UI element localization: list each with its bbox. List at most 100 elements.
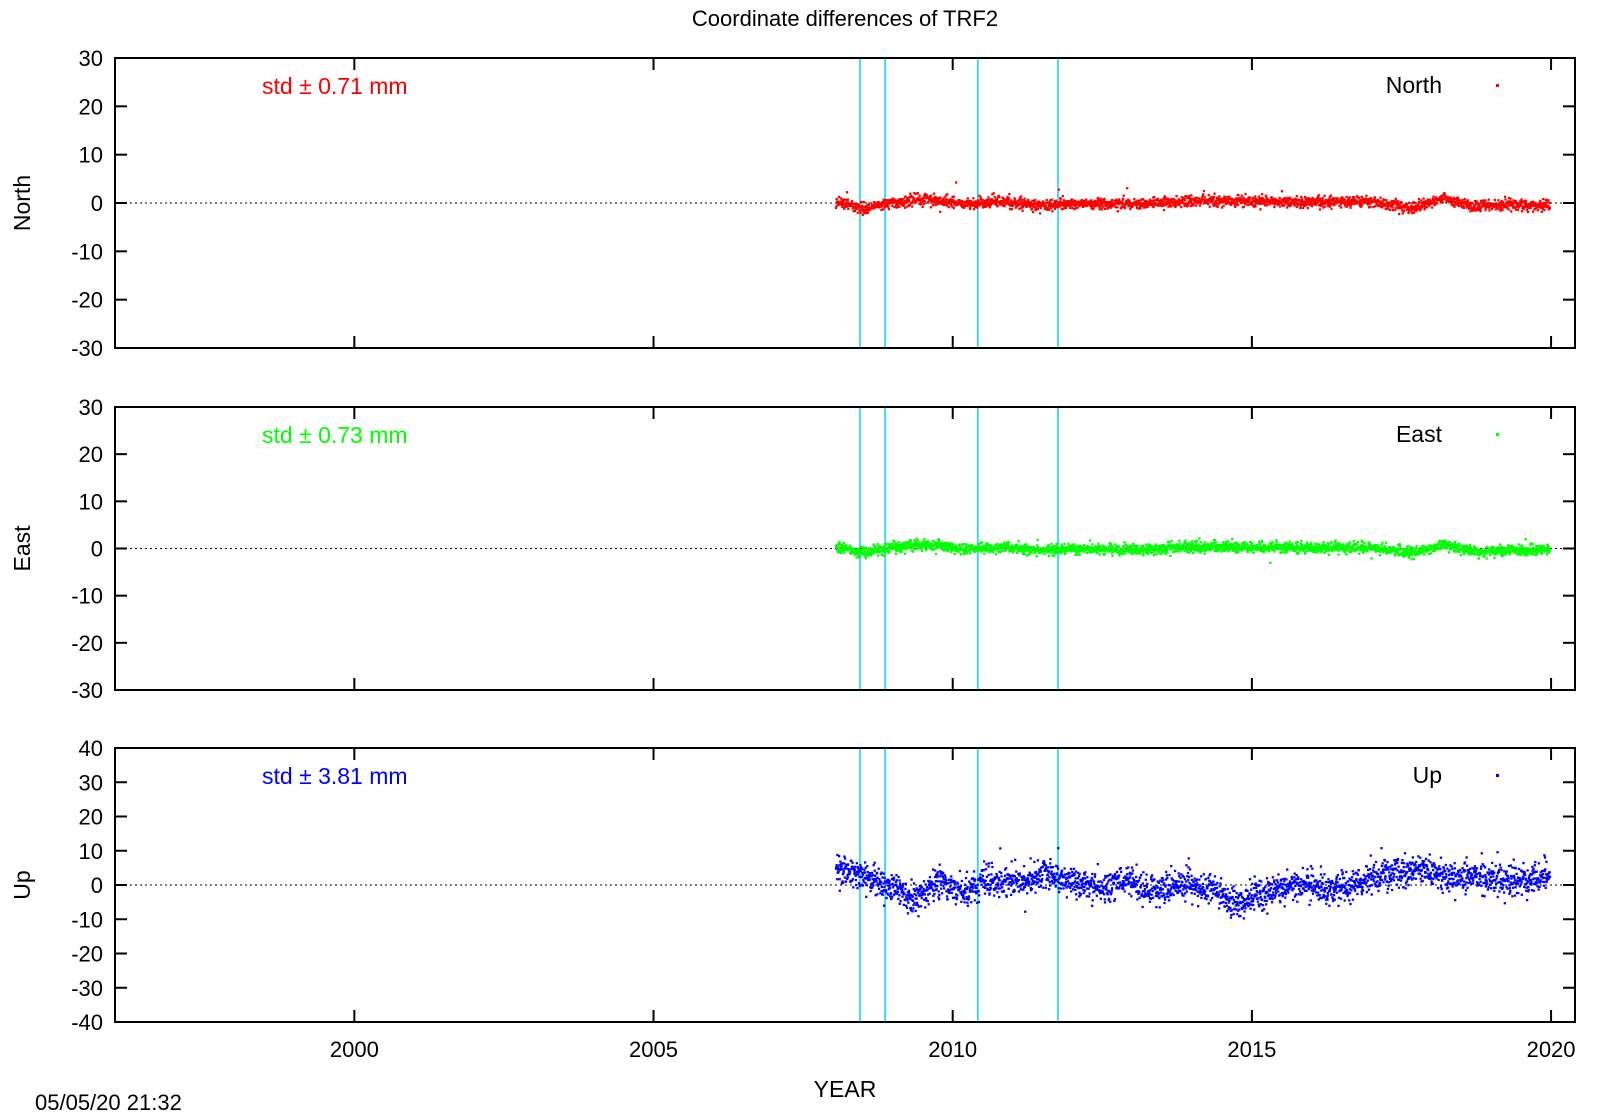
north-point	[1039, 205, 1042, 208]
north-point	[1002, 203, 1005, 206]
north-point	[894, 199, 898, 203]
north-point	[1026, 202, 1030, 205]
east-point	[965, 543, 968, 546]
east-point	[1299, 546, 1302, 549]
east-point	[913, 539, 916, 542]
east-point	[1000, 544, 1003, 548]
north-point	[1506, 206, 1509, 210]
east-point	[1375, 548, 1378, 551]
north-point	[1504, 198, 1507, 201]
east-point	[839, 549, 842, 552]
east-point	[1030, 551, 1033, 554]
east-point	[985, 545, 988, 548]
north-point	[883, 202, 886, 205]
east-point	[1231, 537, 1234, 541]
east-point	[1035, 544, 1039, 547]
north-point	[1158, 199, 1161, 202]
north-point	[1484, 206, 1488, 209]
east-point	[1180, 549, 1183, 552]
east-point	[925, 546, 928, 549]
north-point	[970, 203, 973, 206]
north-point	[1191, 204, 1194, 207]
east-point	[1273, 550, 1276, 553]
north-point	[1116, 210, 1120, 213]
north-point	[1410, 208, 1414, 212]
east-point	[941, 548, 944, 551]
east-point	[1247, 545, 1251, 548]
east-point	[1176, 549, 1179, 552]
east-point	[903, 552, 907, 555]
north-point	[1067, 201, 1070, 205]
east-point	[945, 547, 948, 551]
east-point	[981, 544, 984, 548]
north-point	[936, 202, 940, 205]
north-point	[1121, 202, 1124, 205]
north-point	[853, 202, 856, 206]
north-point	[1452, 196, 1455, 199]
north-point	[1310, 198, 1313, 201]
east-point	[910, 543, 913, 546]
north-point	[922, 202, 926, 206]
north-point	[1408, 209, 1411, 212]
east-point	[1142, 554, 1145, 557]
north-point	[1198, 197, 1201, 200]
east-point	[1453, 541, 1457, 544]
north-point	[1096, 199, 1099, 202]
east-point	[1148, 544, 1151, 547]
east-point	[1271, 547, 1274, 550]
north-point	[1031, 199, 1034, 202]
north-point	[903, 206, 907, 209]
east-point	[1199, 541, 1203, 544]
north-point	[1548, 201, 1551, 205]
north-point	[1010, 199, 1013, 202]
east-point	[1203, 545, 1206, 549]
north-point	[1426, 201, 1429, 204]
north-point	[956, 203, 960, 206]
east-point	[1034, 551, 1037, 554]
east-point	[1406, 552, 1409, 555]
north-point	[1484, 208, 1487, 212]
north-point	[1542, 205, 1546, 208]
north-point	[1330, 207, 1333, 210]
north-point	[1114, 202, 1117, 205]
north-point	[1080, 199, 1084, 202]
east-point	[925, 542, 929, 545]
east-point	[1195, 548, 1198, 552]
east-point	[1126, 545, 1129, 549]
east-point	[1208, 547, 1211, 550]
east-point	[1165, 548, 1169, 551]
north-point	[1422, 200, 1426, 203]
east-point	[1116, 549, 1120, 552]
east-point	[1472, 552, 1476, 555]
east-point	[1057, 550, 1061, 553]
north-point	[1540, 203, 1543, 206]
north-point	[865, 211, 868, 214]
east-point	[856, 550, 859, 553]
east-point	[1109, 542, 1112, 546]
east-point	[1207, 543, 1210, 546]
east-point	[1145, 551, 1149, 555]
north-point	[1428, 204, 1431, 207]
east-point	[1291, 544, 1294, 547]
north-point	[1180, 195, 1184, 199]
north-point	[1171, 204, 1175, 207]
east-point	[1128, 550, 1131, 553]
north-point	[1076, 202, 1079, 205]
east-point	[1305, 545, 1309, 548]
north-point	[1236, 203, 1240, 206]
north-point	[1034, 198, 1037, 202]
east-point	[1358, 552, 1361, 556]
east-point	[1153, 545, 1157, 548]
north-point	[1207, 193, 1210, 197]
east-point	[1259, 545, 1262, 548]
north-point	[1540, 210, 1543, 214]
north-point	[1169, 202, 1172, 206]
north-point	[1260, 193, 1264, 196]
east-point	[1439, 540, 1442, 543]
east-point	[892, 547, 896, 550]
north-point	[981, 199, 984, 203]
north-point	[1142, 203, 1146, 206]
north-point	[1021, 209, 1024, 212]
north-point	[1009, 203, 1012, 206]
east-point	[1438, 543, 1441, 546]
